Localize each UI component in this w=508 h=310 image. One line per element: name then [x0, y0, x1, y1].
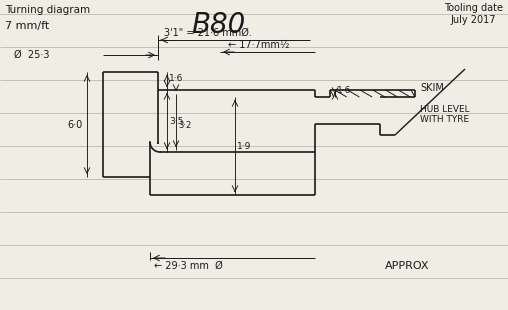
Text: Ø  25·3: Ø 25·3 — [14, 50, 49, 60]
Text: B80: B80 — [191, 11, 245, 39]
Text: 3·5: 3·5 — [169, 117, 183, 126]
Text: HUB LEVEL
WITH TYRE: HUB LEVEL WITH TYRE — [420, 105, 469, 124]
Text: ← 17·7mm½: ← 17·7mm½ — [228, 40, 290, 50]
Text: 1·9: 1·9 — [237, 141, 251, 151]
Text: ← 29·3 mm  Ø: ← 29·3 mm Ø — [154, 261, 223, 271]
Text: 3·2: 3·2 — [178, 121, 191, 130]
Text: 7 mm/ft: 7 mm/ft — [5, 21, 49, 31]
Text: SKIM: SKIM — [420, 83, 444, 93]
Text: 3'1" = 21·6 mmØ.: 3'1" = 21·6 mmØ. — [164, 28, 252, 38]
Text: Tooling date
July 2017: Tooling date July 2017 — [444, 3, 503, 25]
Text: 6·0: 6·0 — [67, 120, 82, 130]
Text: 1·6: 1·6 — [337, 86, 352, 95]
Text: 1·6: 1·6 — [169, 73, 183, 82]
Text: APPROX: APPROX — [385, 261, 429, 271]
Text: Turning diagram: Turning diagram — [5, 5, 90, 15]
